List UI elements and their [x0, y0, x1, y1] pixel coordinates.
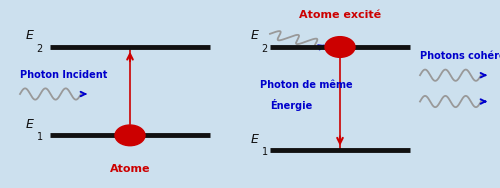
Text: Énergie: Énergie: [270, 99, 312, 111]
Text: $E$: $E$: [250, 29, 260, 42]
Text: Photon de même: Photon de même: [260, 80, 352, 90]
Text: $E$: $E$: [250, 133, 260, 146]
Text: 1: 1: [36, 132, 43, 142]
Text: Atome excité: Atome excité: [299, 10, 381, 20]
Text: 2: 2: [262, 44, 268, 54]
Ellipse shape: [325, 37, 355, 57]
Text: Photon Incident: Photon Incident: [20, 70, 108, 80]
Text: Photons cohérents: Photons cohérents: [420, 51, 500, 61]
Text: 1: 1: [262, 147, 268, 157]
Text: 2: 2: [36, 44, 43, 54]
Text: $E$: $E$: [25, 29, 35, 42]
Ellipse shape: [115, 125, 145, 146]
Text: $E$: $E$: [25, 118, 35, 131]
Text: Atome: Atome: [110, 164, 150, 174]
